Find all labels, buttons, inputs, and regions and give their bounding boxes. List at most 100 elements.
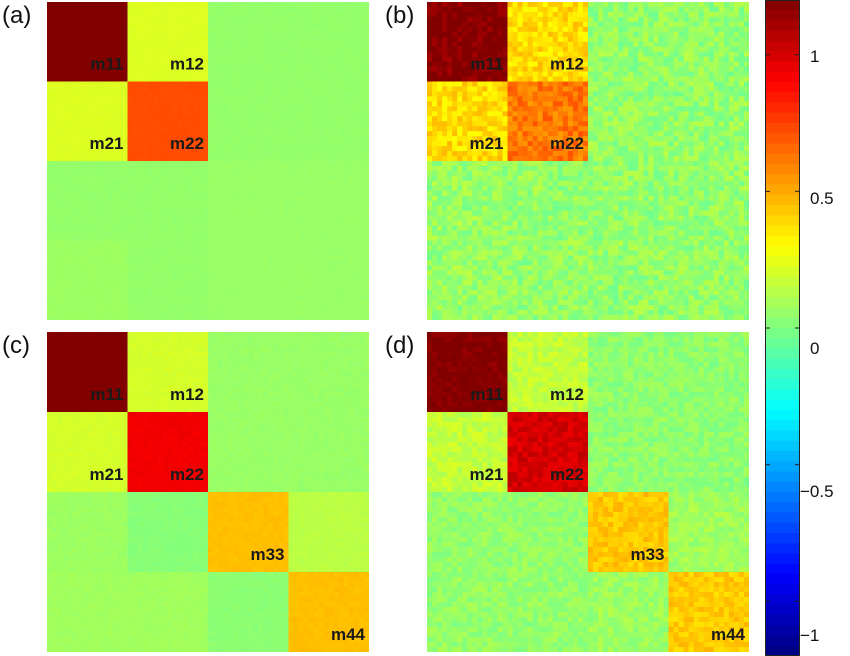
colorbar-segment xyxy=(765,369,800,380)
heatmap-cell-m11 xyxy=(47,2,129,83)
heatmap-cell-m41 xyxy=(47,240,129,320)
heatmap-cell-m13 xyxy=(588,2,670,83)
colorbar-segment xyxy=(765,328,800,339)
heatmap-cell-m34 xyxy=(668,161,749,242)
panel-label-d: (d) xyxy=(385,332,415,359)
colorbar-segment xyxy=(765,194,800,206)
heatmap-panel-d: m11 m12 m21 m22 m33 m44 xyxy=(427,332,749,652)
colorbar-segment xyxy=(765,71,800,83)
colorbar-segment xyxy=(765,594,800,606)
colorbar-segment xyxy=(765,440,800,452)
heatmap-cell-m43 xyxy=(208,240,290,320)
colorbar-segment xyxy=(765,51,800,62)
heatmap-cell-m23 xyxy=(588,412,670,493)
heatmap-cell-m34 xyxy=(288,161,369,242)
cell-label-m11: m11 xyxy=(90,55,123,74)
colorbar-segment xyxy=(765,481,800,493)
cell-label-m12: m12 xyxy=(170,385,204,404)
cell-label-m21: m21 xyxy=(469,134,503,153)
cell-label-m21: m21 xyxy=(89,134,123,153)
heatmap-cell-m32 xyxy=(127,161,209,242)
cell-label-m11: m11 xyxy=(90,385,123,404)
heatmap-cell-m21 xyxy=(47,81,129,162)
colorbar-segment xyxy=(765,246,800,257)
colorbar-segment xyxy=(765,276,800,288)
heatmap-cell-m42 xyxy=(507,572,589,652)
heatmap-cell-m24 xyxy=(288,412,369,493)
colorbar-segment xyxy=(765,533,800,544)
heatmap-cell-m14 xyxy=(668,332,749,413)
heatmap-cell-m13 xyxy=(208,332,290,413)
heatmap-cell-m23 xyxy=(208,81,290,162)
colorbar-segment xyxy=(765,430,800,442)
colorbar-segment xyxy=(765,563,800,575)
heatmap-cell-m34 xyxy=(288,492,369,573)
colorbar-segment xyxy=(765,451,800,462)
colorbar-segment xyxy=(765,338,800,349)
heatmap-cell-m31 xyxy=(47,492,129,573)
colorbar-segment xyxy=(765,604,800,616)
heatmap-cell-m32 xyxy=(507,492,589,573)
heatmap-cell-m12 xyxy=(127,332,209,413)
colorbar-segment xyxy=(765,348,800,360)
cell-label-m33: m33 xyxy=(630,545,664,564)
colorbar-segment xyxy=(765,553,800,565)
colorbar-segment xyxy=(765,584,800,595)
heatmap-cell-m23 xyxy=(588,81,670,162)
heatmap-cell-m44 xyxy=(668,572,749,652)
heatmap-cell-m32 xyxy=(127,492,209,573)
heatmap-panel-b: m11 m12 m21 m22 xyxy=(427,2,749,320)
heatmap-cell-m24 xyxy=(288,81,369,162)
heatmap-cell-m43 xyxy=(588,572,670,652)
colorbar-segment xyxy=(765,297,800,308)
heatmap-cell-m22 xyxy=(127,412,209,493)
colorbar-segment xyxy=(765,420,800,431)
heatmap-cell-m42 xyxy=(507,240,589,320)
colorbar-segment xyxy=(765,358,800,370)
heatmap-cell-m31 xyxy=(427,492,509,573)
heatmap-cell-m21 xyxy=(47,412,129,493)
heatmap-cell-m42 xyxy=(127,572,209,652)
colorbar-segment xyxy=(765,625,800,636)
cell-label-m11: m11 xyxy=(470,55,503,74)
cell-label-m11: m11 xyxy=(470,385,503,404)
colorbar-segment xyxy=(765,41,800,52)
heatmap-cell-m24 xyxy=(668,81,749,162)
colorbar-segment xyxy=(765,112,800,124)
heatmap-cell-m32 xyxy=(507,161,589,242)
colorbar-segment xyxy=(765,410,800,421)
heatmap-cell-m11 xyxy=(47,332,129,413)
heatmap-cell-m22 xyxy=(127,81,209,162)
colorbar-segment xyxy=(765,512,800,524)
colorbar-tick-label: −0.5 xyxy=(800,482,834,501)
colorbar-segment xyxy=(765,522,800,534)
colorbar-tick-label: 0.5 xyxy=(810,189,834,208)
colorbar-segment xyxy=(765,502,800,513)
colorbar-segment xyxy=(765,574,800,585)
heatmap-cell-m33 xyxy=(588,492,670,573)
colorbar-segment xyxy=(765,215,800,226)
colorbar-segment xyxy=(765,133,800,144)
colorbar-segment xyxy=(765,0,800,11)
heatmap-cell-m44 xyxy=(288,240,369,320)
heatmap-cell-m13 xyxy=(208,2,290,83)
heatmap-cell-m13 xyxy=(588,332,670,413)
colorbar xyxy=(765,0,800,656)
colorbar-segment xyxy=(765,399,800,411)
heatmap-cell-m43 xyxy=(208,572,290,652)
cell-label-m22: m22 xyxy=(170,465,204,484)
heatmap-cell-m33 xyxy=(208,492,290,573)
colorbar-segment xyxy=(765,82,800,93)
colorbar-segment xyxy=(765,61,800,73)
heatmap-cell-m11 xyxy=(427,332,509,413)
colorbar-segment xyxy=(765,92,800,103)
colorbar-segment xyxy=(765,266,800,278)
heatmap-cell-m12 xyxy=(507,2,589,83)
heatmap-cell-m21 xyxy=(427,412,509,493)
cell-label-m12: m12 xyxy=(550,385,584,404)
colorbar-tick-label: 0 xyxy=(810,339,820,358)
heatmap-cell-m23 xyxy=(208,412,290,493)
colorbar-segment xyxy=(765,492,800,503)
colorbar-segment xyxy=(765,256,800,267)
colorbar-segment xyxy=(765,174,800,185)
